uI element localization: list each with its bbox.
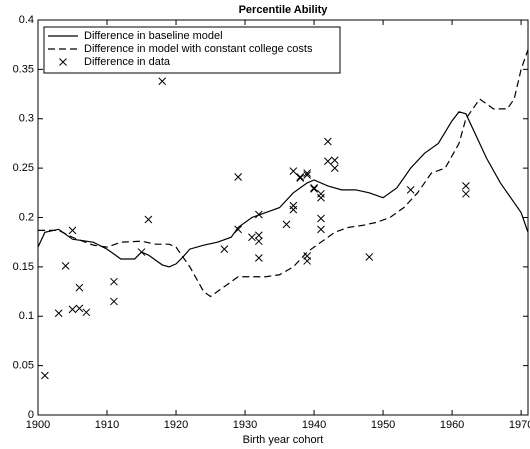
data-point (462, 189, 470, 198)
data-point (365, 253, 374, 261)
data-point (220, 245, 229, 253)
data-point (282, 220, 291, 229)
y-tick-label: 0.35 (13, 63, 34, 75)
y-tick-label: 0.3 (19, 113, 34, 125)
y-tick-label: 0.1 (19, 310, 34, 322)
data-point (248, 233, 256, 242)
data-point (254, 254, 263, 262)
x-tick-label: 1930 (233, 419, 257, 431)
data-point (289, 205, 298, 214)
data-point (254, 231, 263, 240)
data-point (158, 77, 167, 86)
data-point (54, 309, 63, 318)
data-point (41, 371, 49, 380)
data-point (330, 164, 339, 172)
x-tick-label: 1900 (26, 419, 50, 431)
data-point (144, 215, 153, 224)
data-point (296, 174, 305, 182)
data-point (317, 193, 325, 202)
y-tick-label: 0.05 (13, 360, 34, 372)
x-tick-label: 1920 (164, 419, 188, 431)
data-point (330, 156, 339, 165)
data-point (110, 297, 118, 306)
data-point (254, 237, 263, 246)
legend-box (43, 26, 341, 74)
data-point (310, 185, 318, 193)
data-point (317, 225, 325, 234)
x-axis-label: Birth year cohort (243, 434, 324, 446)
legend-marker (59, 58, 67, 66)
x-tick-label: 1910 (95, 419, 119, 431)
x-tick-label: 1940 (302, 419, 326, 431)
data-point (68, 305, 77, 314)
x-tick-label: 1950 (371, 419, 395, 431)
data-point (110, 277, 118, 286)
data-point (289, 167, 298, 175)
data-point (303, 169, 312, 177)
data-point (254, 210, 263, 219)
data-point (303, 257, 312, 265)
y-tick-label: 0.25 (13, 162, 34, 174)
y-tick-label: 0.15 (13, 261, 34, 273)
data-point (317, 214, 325, 223)
data-point (310, 184, 318, 192)
data-point (61, 262, 70, 270)
data-point (75, 304, 84, 313)
data-point (296, 173, 305, 181)
x-tick-label: 1960 (440, 419, 464, 431)
legend-label: Difference in model with constant colleg… (84, 43, 313, 55)
data-point (317, 189, 325, 198)
data-point (324, 137, 332, 146)
data-point (234, 173, 242, 181)
legend-label: Difference in data (84, 56, 171, 68)
data-point (82, 308, 91, 317)
data-point (462, 182, 470, 190)
y-tick-label: 0.2 (19, 211, 34, 223)
data-point (303, 171, 312, 179)
data-point (234, 225, 242, 234)
data-point (289, 201, 298, 210)
chart-title: Percentile Ability (239, 4, 329, 16)
legend-label: Difference in baseline model (84, 30, 223, 42)
data-point (324, 157, 332, 166)
data-line (38, 49, 529, 298)
y-tick-label: 0 (28, 409, 34, 421)
data-line (37, 111, 529, 268)
plot-frame (37, 19, 529, 416)
y-tick-label: 0.4 (19, 14, 34, 26)
x-tick-label: 1970 (509, 419, 530, 431)
data-point (137, 248, 146, 256)
data-point (68, 226, 77, 235)
data-point (406, 185, 415, 194)
data-point (75, 283, 84, 292)
